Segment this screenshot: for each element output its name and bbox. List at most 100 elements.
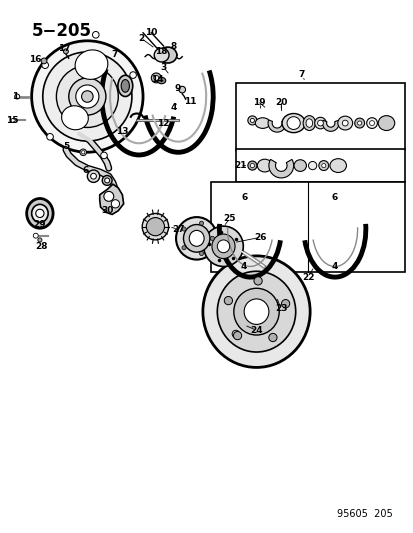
Circle shape [233, 332, 241, 340]
Circle shape [268, 333, 276, 342]
Ellipse shape [337, 116, 352, 130]
Circle shape [15, 94, 20, 99]
Circle shape [43, 52, 132, 141]
Circle shape [100, 152, 107, 159]
Ellipse shape [189, 230, 204, 246]
Ellipse shape [202, 256, 309, 367]
Text: 14: 14 [151, 75, 164, 84]
Ellipse shape [217, 271, 295, 352]
Ellipse shape [154, 48, 169, 62]
Circle shape [318, 160, 328, 171]
Circle shape [33, 233, 38, 238]
Text: 15: 15 [5, 116, 18, 125]
Ellipse shape [329, 159, 346, 173]
Ellipse shape [211, 234, 235, 259]
Text: 7: 7 [298, 70, 304, 79]
Text: 11: 11 [184, 98, 196, 106]
Circle shape [281, 300, 289, 308]
Text: 19: 19 [253, 99, 266, 107]
Text: 1: 1 [12, 92, 18, 101]
Bar [235, 149, 404, 182]
Text: 3: 3 [160, 63, 166, 72]
Circle shape [308, 161, 316, 169]
Text: 6: 6 [82, 166, 88, 175]
Circle shape [130, 72, 136, 78]
Ellipse shape [158, 47, 176, 63]
Text: 17: 17 [58, 44, 71, 53]
Text: 8: 8 [171, 42, 177, 51]
Circle shape [250, 118, 254, 123]
Bar [211, 182, 404, 272]
Text: 9: 9 [175, 84, 181, 93]
Text: 25: 25 [223, 214, 235, 223]
Circle shape [69, 78, 106, 115]
Circle shape [224, 296, 232, 305]
Text: 6: 6 [240, 193, 247, 202]
Circle shape [357, 121, 361, 125]
Circle shape [81, 151, 85, 154]
Circle shape [199, 252, 203, 255]
Circle shape [247, 161, 256, 170]
Ellipse shape [255, 118, 269, 128]
Circle shape [366, 118, 377, 128]
Circle shape [111, 200, 119, 208]
Text: 26: 26 [254, 233, 266, 242]
Circle shape [42, 62, 48, 68]
Text: 18: 18 [155, 47, 167, 56]
Ellipse shape [31, 204, 48, 222]
Circle shape [181, 227, 185, 231]
Circle shape [199, 221, 203, 225]
Circle shape [314, 117, 325, 129]
Circle shape [104, 178, 109, 183]
Circle shape [90, 173, 96, 179]
Ellipse shape [75, 50, 108, 79]
Text: 30: 30 [102, 206, 114, 215]
Wedge shape [322, 120, 338, 131]
Text: 4: 4 [240, 262, 247, 271]
Wedge shape [268, 120, 285, 132]
Circle shape [232, 330, 239, 338]
Text: 21: 21 [233, 161, 246, 170]
Ellipse shape [62, 106, 88, 130]
Text: 27: 27 [171, 225, 184, 234]
Circle shape [250, 164, 254, 168]
Text: 29: 29 [33, 220, 46, 229]
Text: 5−205: 5−205 [31, 22, 91, 40]
Circle shape [321, 164, 325, 168]
Ellipse shape [244, 299, 268, 325]
Circle shape [210, 236, 214, 240]
Text: 5: 5 [64, 142, 70, 151]
Ellipse shape [217, 240, 229, 253]
Circle shape [102, 175, 112, 185]
Ellipse shape [26, 198, 53, 228]
Ellipse shape [377, 116, 394, 131]
Ellipse shape [233, 288, 278, 335]
Circle shape [11, 118, 15, 123]
Circle shape [153, 76, 158, 80]
Circle shape [36, 209, 44, 217]
Circle shape [41, 58, 47, 64]
Circle shape [178, 86, 185, 93]
Circle shape [369, 120, 374, 126]
Ellipse shape [121, 79, 129, 92]
Circle shape [80, 149, 86, 156]
Circle shape [56, 66, 118, 127]
Circle shape [181, 246, 185, 250]
Text: 2: 2 [138, 34, 144, 43]
Text: 12: 12 [157, 118, 169, 127]
Circle shape [63, 49, 68, 54]
Text: 28: 28 [36, 242, 48, 251]
Text: 13: 13 [116, 126, 128, 135]
Text: 95605  205: 95605 205 [336, 509, 392, 519]
Circle shape [253, 277, 261, 285]
Circle shape [47, 133, 53, 140]
Circle shape [38, 238, 42, 242]
Ellipse shape [257, 159, 271, 172]
Ellipse shape [305, 119, 312, 127]
Ellipse shape [203, 226, 243, 266]
Circle shape [146, 217, 164, 236]
Circle shape [142, 213, 168, 240]
Circle shape [317, 120, 323, 126]
Text: 4: 4 [331, 262, 337, 271]
Ellipse shape [293, 160, 306, 172]
